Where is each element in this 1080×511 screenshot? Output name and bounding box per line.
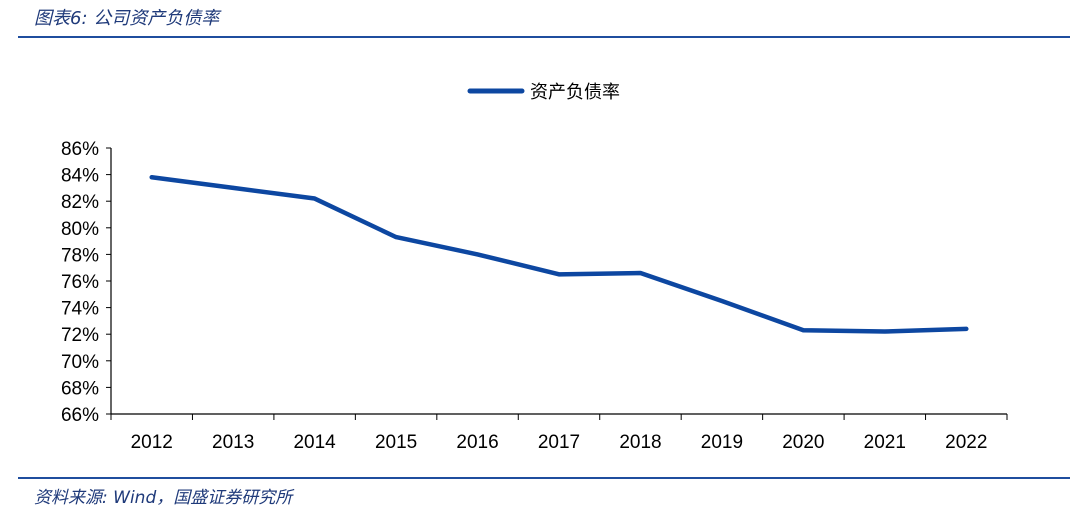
data-point — [882, 329, 887, 334]
y-tick-label: 82% — [61, 192, 99, 213]
x-tick-label: 2015 — [375, 432, 417, 453]
data-point — [638, 271, 643, 276]
y-tick-label: 68% — [61, 378, 99, 399]
x-tick-label: 2018 — [619, 432, 661, 453]
y-tick-label: 72% — [61, 325, 99, 346]
y-tick-label: 66% — [61, 405, 99, 426]
data-point — [719, 298, 724, 303]
y-tick-label: 86% — [61, 139, 99, 160]
bottom-rule — [18, 477, 1070, 479]
series-layer — [149, 175, 969, 334]
figure-caption: 图表6: 公司资产负债率 — [34, 8, 220, 29]
x-tick-label: 2017 — [538, 432, 580, 453]
y-axis-ticks: 66% 68% 70% 72% 74% 76% 78% 80% 82% 84% 86% — [61, 139, 111, 426]
data-point — [312, 196, 317, 201]
x-tick-label: 2022 — [945, 432, 987, 453]
data-point — [149, 175, 154, 180]
data-point — [964, 326, 969, 331]
top-rule — [18, 36, 1070, 38]
x-tick-label: 2019 — [701, 432, 743, 453]
x-tick-label: 2021 — [864, 432, 906, 453]
x-axis-ticks: 2012 2013 2014 2015 2016 2017 2018 2019 2020 2021… — [110, 414, 1008, 453]
y-tick-label: 70% — [61, 352, 99, 373]
data-point — [394, 235, 399, 240]
source-note: 资料来源: Wind，国盛证券研究所 — [34, 488, 293, 508]
data-point — [557, 272, 561, 277]
data-point — [801, 328, 806, 333]
series-line — [149, 175, 969, 334]
y-tick-label: 76% — [61, 272, 99, 293]
x-tick-label: 2012 — [131, 432, 173, 453]
x-tick-label: 2014 — [293, 432, 336, 453]
x-tick-label: 2016 — [456, 432, 498, 453]
y-tick-label: 84% — [61, 166, 99, 187]
x-tick-label: 2020 — [782, 432, 824, 453]
y-tick-label: 78% — [61, 245, 99, 266]
data-point — [231, 185, 236, 190]
x-tick-label: 2013 — [212, 432, 254, 453]
line-chart: 资产负债率 66%68%70%72%74%76%78%80%82%84%86% … — [61, 82, 1008, 453]
legend: 资产负债率 — [467, 82, 620, 103]
y-tick-label: 80% — [61, 219, 99, 240]
y-tick-label: 74% — [61, 299, 99, 320]
data-point — [475, 252, 480, 257]
legend-label: 资产负债率 — [530, 82, 620, 103]
